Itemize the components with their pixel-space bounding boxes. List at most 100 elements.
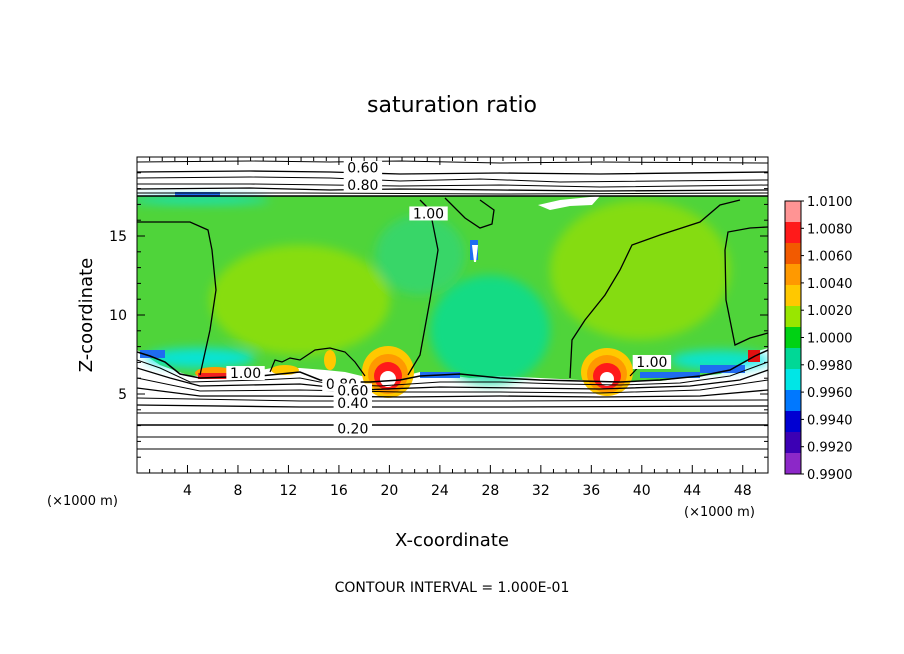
x-axis-ticks: 4 8 12 16 20 24 28 32 36 40 44 48	[149, 157, 756, 499]
contour-lower-2	[137, 377, 768, 394]
contour-label-backing	[632, 354, 672, 369]
contour-lines	[137, 160, 768, 450]
x-tick-label: 44	[683, 483, 701, 499]
shade-cyan-base-east	[670, 350, 768, 370]
contour-lower-0_40	[137, 404, 768, 408]
blue-patch-top	[175, 192, 220, 197]
cloud-base-heating	[195, 346, 760, 398]
x-tick-label: 28	[481, 483, 499, 499]
colorbar-segment	[785, 222, 801, 244]
hotspot-37km-core	[600, 372, 614, 386]
colorbar-segment	[785, 264, 801, 286]
contour-1_00-east	[569, 199, 741, 379]
shade-yellow-green-east	[550, 200, 730, 340]
contour-lower-1	[137, 359, 768, 387]
colorbar-segment	[785, 306, 801, 328]
shade-cyan-base-west	[145, 348, 255, 368]
colorbar-segment	[785, 453, 801, 475]
shade-cyan-center	[430, 275, 550, 385]
colorbar-segment	[785, 285, 801, 307]
colorbar-segment	[785, 348, 801, 370]
x-tick-label: 12	[280, 483, 298, 499]
contour-label-backing	[226, 366, 265, 381]
contour-interval-note: CONTOUR INTERVAL = 1.000E-01	[335, 580, 570, 596]
shade-cyan-top	[137, 196, 270, 204]
contour-label: 1.00	[636, 355, 667, 371]
x-tick-label: 32	[532, 483, 550, 499]
colorbar-label: 1.0020	[807, 304, 853, 319]
blue-patch-42km	[640, 372, 700, 378]
y-tick-label: 15	[109, 229, 127, 245]
shade-cyan-upper	[375, 215, 465, 295]
x-tick-label: 4	[183, 483, 192, 499]
colorbar-label: 1.0100	[807, 195, 853, 210]
contour-label-backing	[333, 421, 373, 436]
contour-label-backing	[409, 206, 448, 221]
contour-upper-4	[137, 192, 768, 195]
contour-upper-0_80	[137, 187, 768, 192]
colorbar-segment	[785, 432, 801, 454]
shade-yellow-green-west	[210, 245, 390, 355]
contour-label-backing	[343, 160, 383, 175]
contour-1_00-bubble	[444, 197, 495, 229]
dry-pocket-top	[538, 196, 600, 210]
dry-pocket-center	[472, 245, 478, 262]
contour-lower-0_60	[137, 387, 768, 398]
colorbar-segment	[785, 201, 801, 223]
contour-label-backing	[333, 396, 373, 411]
x-tick-label: 24	[431, 483, 449, 499]
contour-label: 1.00	[413, 206, 444, 222]
colorbar-segment	[785, 369, 801, 391]
plot-area: 0.600.801.001.001.000.800.600.400.20	[137, 157, 768, 473]
contour-label-backing	[343, 178, 383, 193]
blue-patch-west	[140, 350, 165, 358]
colorbar-label: 1.0060	[807, 250, 853, 265]
contour-label: 1.00	[230, 366, 261, 382]
colorbar-label: 0.9900	[807, 468, 853, 483]
y-tick-label: 10	[109, 308, 127, 324]
y-axis-label: Z-coordinate	[76, 258, 97, 373]
contour-upper-1	[137, 160, 768, 164]
colorbar-label: 0.9980	[807, 359, 853, 374]
hotspot-20km-core	[380, 371, 396, 387]
contour-1_00-east-edge	[724, 226, 768, 346]
hotspot-6km-red	[198, 373, 234, 379]
colorbar-label: 0.9960	[807, 386, 853, 401]
contour-upper-3	[137, 183, 768, 188]
x-unit-label-left: (×1000 m)	[47, 494, 118, 509]
colorbar-segment	[785, 411, 801, 433]
contour-1_00-west	[137, 221, 217, 376]
colorbar-label: 0.9920	[807, 441, 853, 456]
contour-1_00-ridge	[269, 347, 366, 377]
colorbar-segment	[785, 327, 801, 349]
contour-lower-3	[137, 397, 768, 402]
contour-label: 0.60	[337, 383, 368, 399]
hotspot-15km	[324, 350, 336, 370]
y-tick-label: 5	[118, 387, 127, 403]
x-unit-label-right: (×1000 m)	[684, 505, 755, 520]
blue-patch-46km	[700, 365, 745, 373]
chart-title: saturation ratio	[367, 93, 537, 118]
contour-upper-0_60	[137, 170, 768, 175]
x-tick-label: 40	[633, 483, 651, 499]
colorbar-label: 1.0040	[807, 277, 853, 292]
contour-label-backing	[333, 383, 373, 398]
colorbar-label: 1.0080	[807, 222, 853, 237]
contour-upper-2	[137, 176, 768, 183]
x-tick-label: 36	[582, 483, 600, 499]
x-axis-label: X-coordinate	[395, 530, 509, 551]
contour-label: 0.80	[347, 178, 378, 194]
contour-cloud-base	[137, 349, 768, 383]
contour-label: 0.20	[337, 421, 368, 437]
contour-lower-0_80	[137, 367, 768, 391]
colorbar-label: 0.9940	[807, 413, 853, 428]
contour-labels: 0.600.801.001.001.000.800.600.400.20	[226, 160, 672, 437]
x-tick-label: 16	[330, 483, 348, 499]
contour-label: 0.60	[347, 161, 378, 177]
x-tick-label: 48	[734, 483, 752, 499]
x-tick-label: 20	[380, 483, 398, 499]
colorbar-segment	[785, 243, 801, 265]
colorbar-label: 1.0000	[807, 332, 853, 347]
moist-layer-shading	[137, 196, 768, 385]
